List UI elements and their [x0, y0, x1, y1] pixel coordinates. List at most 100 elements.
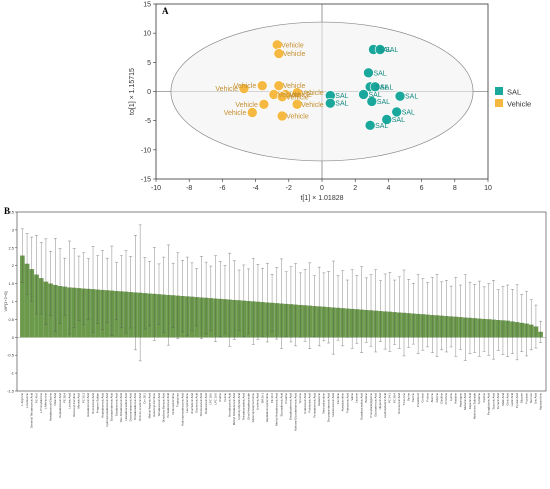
category-label: LPC 16:0: [213, 393, 217, 405]
panel-label-b: B: [4, 206, 10, 216]
category-label: Lactic Acid: [510, 393, 514, 407]
legend-swatch: [495, 99, 503, 107]
category-label: Uridine: [218, 393, 222, 402]
category-label: Pentadecenoic Acid: [312, 393, 316, 418]
point-label: Vehicle: [224, 110, 247, 117]
category-label: Heptadecanoylcarnitine: [265, 393, 269, 423]
category-label: Aspartic Acid: [468, 393, 472, 410]
data-point-vehicle: [256, 80, 268, 91]
category-label: Cystine: [482, 393, 486, 403]
category-label: Tridecanoic Acid: [345, 393, 349, 414]
category-label: Eicosenoic Acid: [194, 393, 198, 413]
category-label: Hexacosanoic Acid: [331, 393, 335, 417]
category-label: Dodecanoic Acid: [204, 393, 208, 414]
category-label: Fructose: [524, 393, 528, 404]
category-label: Ethyl Hexadecanoate: [246, 393, 250, 420]
data-point-sal: [369, 81, 381, 93]
category-label: Octanoylcarnitine: [171, 393, 175, 415]
category-label: Heptadecanoic Acid: [58, 393, 62, 418]
category-label: Lauroylcarnitine: [185, 393, 189, 413]
category-label: Lysine: [449, 393, 453, 401]
category-label: Taurine: [411, 393, 415, 403]
category-label: Serine: [407, 393, 411, 402]
data-point-vehicle: [246, 107, 258, 118]
y-tick-label: 2.5: [8, 245, 14, 250]
category-label: Threonine: [402, 393, 406, 406]
category-label: PC 36:2: [81, 393, 85, 404]
data-point-vehicle: [238, 83, 250, 94]
point-label: Vehicle: [286, 94, 309, 101]
category-label: Malic Acid: [501, 393, 505, 406]
point-label: SAL: [378, 47, 391, 54]
y-tick-label: -15: [141, 177, 151, 184]
x-tick-label: 10: [484, 185, 492, 192]
data-point-vehicle: [258, 99, 270, 110]
category-label: Dimethyl Tetradecanoic Acid: [30, 393, 34, 429]
x-tick-label: -8: [186, 185, 192, 192]
category-label: Betaine: [364, 393, 368, 403]
category-label: Docosapentaenoic Acid: [326, 393, 330, 423]
category-label: SM 36:1: [260, 393, 264, 404]
category-label: Acetylcarnitine: [341, 393, 345, 412]
category-label: Hexadecanedioic Acid: [124, 393, 128, 421]
point-label: SAL: [335, 93, 348, 100]
category-label: PE 36:2: [270, 393, 274, 403]
category-label: Sucrose: [529, 393, 533, 404]
category-label: Hippuric Acid: [378, 393, 382, 410]
data-point-sal: [374, 44, 386, 55]
category-label: Hydroxyhexadecanoic Acid: [105, 393, 109, 427]
data-point-sal: [381, 114, 393, 125]
category-label: Docosanoic Acid: [91, 393, 95, 414]
point-label: Vehicle: [234, 83, 257, 90]
y-tick-label: 3: [12, 227, 15, 232]
category-label: Valine: [350, 393, 354, 401]
category-label: Proline: [425, 393, 429, 402]
category-label: Octadecadienoic Acid: [133, 393, 137, 420]
category-label: Octadecatrienoic Acid: [289, 393, 293, 420]
point-label: Vehicle: [283, 51, 306, 58]
category-label: Carnitine: [336, 393, 340, 405]
category-label: Pentadecanoic Acid: [166, 393, 170, 418]
category-label: Docosahexaenoic Acid: [129, 393, 133, 422]
data-point-vehicle: [291, 99, 303, 110]
category-label: PC 34:1: [388, 393, 392, 404]
category-label: Hexanoyl-Carnitine: [152, 393, 156, 417]
category-label: Ornithine: [444, 393, 448, 405]
x-tick-label: 6: [420, 185, 424, 192]
point-label: Vehicle: [281, 42, 304, 49]
y-tick-label: 15: [143, 2, 151, 9]
category-label: Pyroglutamic Acid: [487, 393, 491, 416]
point-label: SAL: [373, 70, 386, 77]
category-label: Hexadecanoyl-Glycine: [48, 393, 52, 421]
category-label: Nonadecanoic Acid: [227, 393, 231, 417]
y-axis-title: VIP[1+2+0]: [3, 291, 8, 311]
data-point-sal: [363, 67, 374, 79]
y-tick-label: 0: [12, 335, 15, 340]
data-point-sal: [366, 96, 378, 107]
point-label: Vehicle: [301, 102, 324, 109]
category-label: PC 38:4: [392, 393, 396, 404]
category-label: Pregnen-Sulfate: [96, 393, 100, 414]
category-label: Glycine: [435, 393, 439, 403]
point-label: SAL: [385, 47, 398, 54]
category-label: Phenylacetylglycine: [369, 393, 373, 418]
point-label: Vehicle: [215, 86, 238, 93]
category-label: Uric Acid: [534, 393, 538, 404]
category-label: L-Methionine: [44, 393, 48, 410]
category-label: Leucine: [355, 393, 359, 403]
x-tick-label: 2: [353, 185, 357, 192]
category-label: Citric Acid: [505, 393, 509, 406]
point-label: Vehicle: [235, 102, 258, 109]
point-label: Vehicle: [289, 92, 312, 99]
data-point-sal: [358, 89, 369, 100]
category-label: Eicosadienoic Acid: [279, 393, 283, 417]
category-label: Linoleic Acid: [67, 393, 71, 409]
category-label: L-Phenylalanine: [39, 393, 43, 414]
category-label: Oleic Acid: [53, 393, 57, 406]
x-tick-label: -6: [219, 185, 225, 192]
point-label: SAL: [335, 101, 348, 108]
point-label: SAL: [392, 117, 405, 124]
point-label: SAL: [402, 109, 415, 116]
category-label: Methyl-Aspartic Acid: [147, 393, 151, 419]
